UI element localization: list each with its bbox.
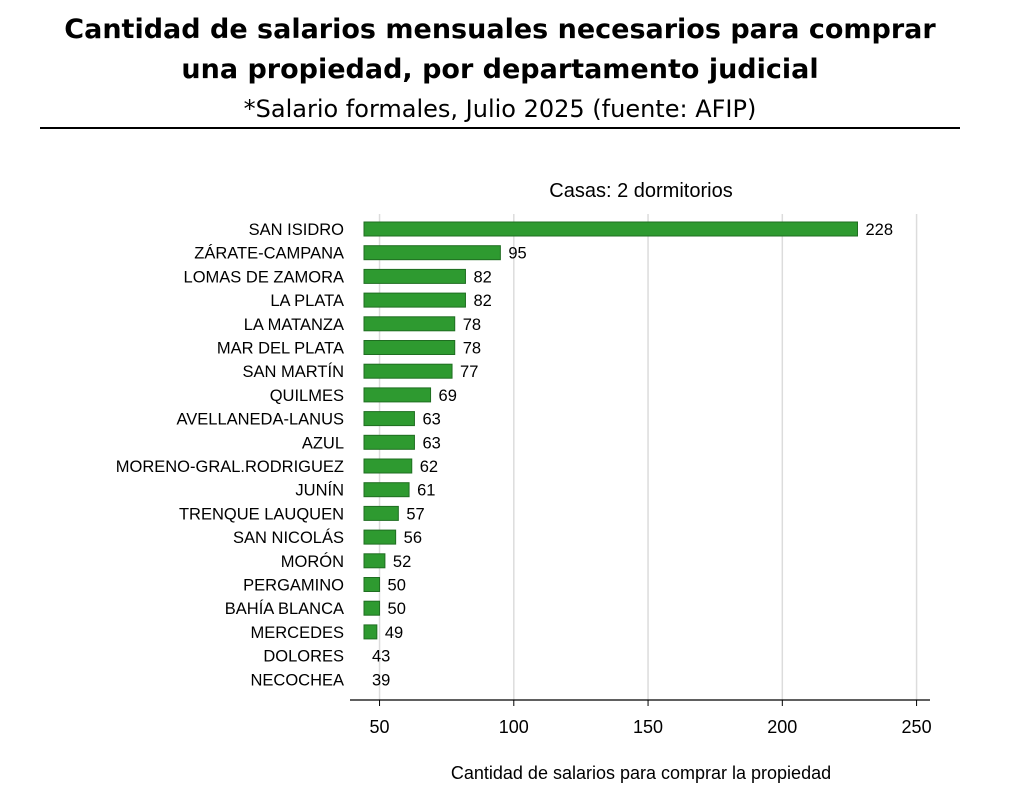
value-label: 56 — [404, 529, 422, 547]
bar — [363, 292, 466, 308]
x-axis: 50 100 150 200 250 — [350, 699, 932, 737]
bar — [363, 245, 501, 261]
category-label: SAN ISIDRO — [249, 221, 345, 239]
category-label: LOMAS DE ZAMORA — [184, 268, 344, 286]
value-label: 82 — [473, 292, 491, 310]
category-label: DOLORES — [263, 648, 344, 666]
page-title: Cantidad de salarios mensuales necesario… — [64, 14, 936, 85]
bar — [363, 268, 466, 284]
x-tick-label: 100 — [499, 717, 529, 737]
page-subtitle: *Salario formales, Julio 2025 (fuente: A… — [243, 95, 757, 123]
grid-lines — [378, 214, 918, 700]
category-label: ZÁRATE-CAMPANA — [194, 244, 344, 263]
category-label: SAN NICOLÁS — [233, 528, 344, 547]
category-label: AVELLANEDA-LANUS — [176, 411, 344, 429]
x-axis-label: Cantidad de salarios para comprar la pro… — [451, 763, 831, 783]
bar — [363, 600, 381, 616]
bar — [363, 482, 410, 498]
category-label: BAHÍA BLANCA — [225, 599, 344, 618]
bar — [363, 458, 413, 474]
value-label: 39 — [372, 671, 390, 689]
value-label: 77 — [460, 363, 478, 381]
value-label: 57 — [406, 505, 424, 523]
bar — [363, 221, 858, 237]
category-label: LA PLATA — [270, 292, 344, 310]
value-label: 43 — [372, 648, 390, 666]
bar — [363, 529, 397, 545]
value-label: 82 — [473, 268, 491, 286]
x-tick-label: 250 — [902, 717, 932, 737]
value-label: 63 — [422, 411, 440, 429]
x-tick-label: 50 — [370, 717, 390, 737]
category-label: MORÓN — [281, 552, 344, 571]
title-divider — [40, 127, 960, 129]
bar — [363, 434, 415, 450]
bar — [363, 363, 453, 379]
category-label: JUNÍN — [295, 481, 344, 500]
category-label: MAR DEL PLATA — [217, 340, 344, 358]
value-label: 52 — [393, 553, 411, 571]
category-label: NECOCHEA — [250, 671, 344, 689]
category-label: LA MATANZA — [244, 316, 344, 334]
value-label: 61 — [417, 482, 435, 500]
category-label: QUILMES — [270, 387, 344, 405]
category-label: TRENQUE LAUQUEN — [179, 505, 344, 523]
category-label: AZUL — [302, 434, 344, 452]
bars: SAN ISIDRO 228 ZÁRATE-CAMPANA 95 LOMAS DE ZA… — [116, 221, 893, 689]
bar — [363, 411, 415, 427]
chart-title: Casas: 2 dormitorios — [549, 180, 732, 202]
bar — [363, 577, 381, 592]
category-label: MERCEDES — [250, 624, 344, 642]
category-label: MORENO-GRAL.RODRIGUEZ — [116, 458, 344, 476]
category-label: PERGAMINO — [243, 577, 344, 595]
value-label: 69 — [439, 387, 457, 405]
category-label: SAN MARTÍN — [243, 362, 344, 381]
value-label: 78 — [463, 316, 481, 334]
value-label: 50 — [388, 600, 406, 618]
value-label: 95 — [508, 245, 526, 263]
bar — [363, 553, 386, 569]
value-label: 62 — [420, 458, 438, 476]
value-label: 228 — [866, 221, 894, 239]
bar — [363, 316, 456, 332]
bar — [363, 624, 378, 640]
bar — [363, 387, 432, 403]
value-label: 78 — [463, 340, 481, 358]
value-label: 50 — [388, 577, 406, 595]
value-label: 49 — [385, 624, 403, 642]
bar — [363, 505, 399, 521]
x-tick-label: 200 — [767, 717, 797, 737]
x-tick-label: 150 — [633, 717, 663, 737]
bar — [363, 340, 456, 355]
value-label: 63 — [422, 434, 440, 452]
